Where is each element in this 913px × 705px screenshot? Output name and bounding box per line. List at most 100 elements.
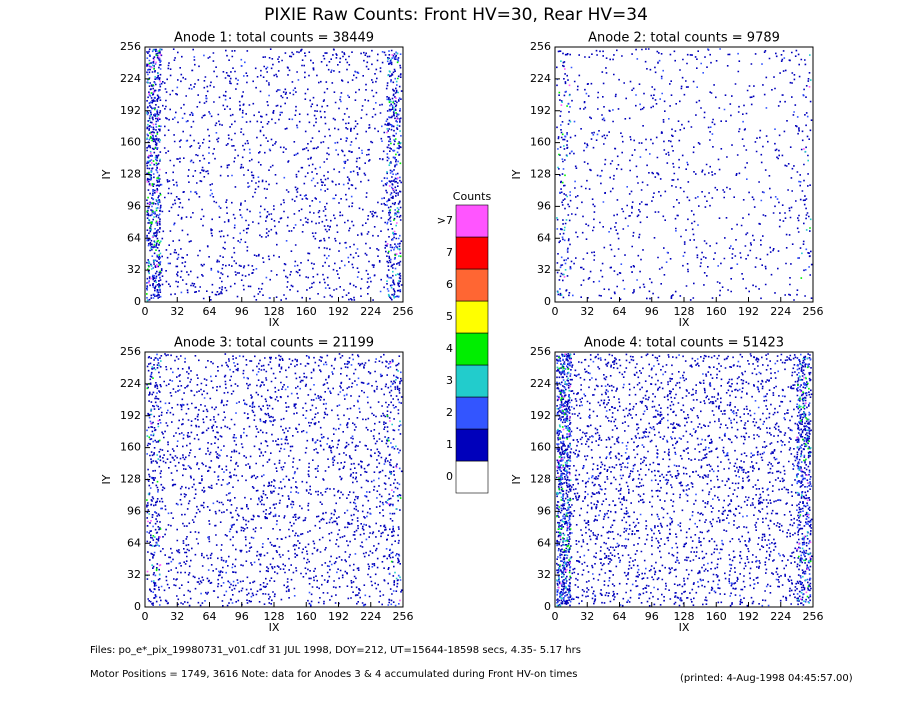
colorbar-swatch bbox=[455, 428, 489, 462]
y-tick-label: 256 bbox=[120, 345, 141, 358]
footer-motor: Motor Positions = 1749, 3616 Note: data … bbox=[90, 669, 577, 680]
x-tick-label: 64 bbox=[203, 610, 217, 623]
y-tick-label: 160 bbox=[530, 136, 551, 149]
x-axis-label: IX bbox=[679, 621, 690, 634]
x-tick-label: 192 bbox=[328, 610, 349, 623]
panel-title: Anode 1: total counts = 38449 bbox=[174, 31, 374, 46]
colorbar-label: 3 bbox=[446, 374, 453, 387]
y-tick-label: 32 bbox=[537, 568, 551, 581]
y-tick-label: 224 bbox=[530, 377, 551, 390]
x-tick-label: 224 bbox=[360, 610, 381, 623]
y-tick-label: 64 bbox=[537, 231, 551, 244]
y-tick-label: 96 bbox=[537, 199, 551, 212]
x-tick-label: 256 bbox=[803, 610, 824, 623]
colorbar-swatch bbox=[455, 332, 489, 366]
plot-frame bbox=[554, 351, 814, 608]
y-tick-label: 192 bbox=[530, 104, 551, 117]
x-tick-label: 192 bbox=[738, 610, 759, 623]
y-tick-label: 0 bbox=[134, 600, 141, 613]
footer-files: Files: po_e*_pix_19980731_v01.cdf 31 JUL… bbox=[90, 645, 581, 656]
x-tick-label: 224 bbox=[770, 305, 791, 318]
counts-texture bbox=[146, 353, 403, 607]
counts-texture bbox=[146, 48, 402, 302]
y-tick-label: 128 bbox=[530, 168, 551, 181]
y-tick-label: 160 bbox=[120, 136, 141, 149]
x-tick-label: 64 bbox=[203, 305, 217, 318]
x-tick-label: 160 bbox=[296, 610, 317, 623]
x-tick-label: 256 bbox=[393, 305, 414, 318]
y-tick-label: 32 bbox=[537, 263, 551, 276]
y-tick-label: 96 bbox=[127, 199, 141, 212]
x-tick-label: 160 bbox=[706, 610, 727, 623]
counts-texture bbox=[556, 48, 813, 301]
x-tick-label: 160 bbox=[706, 305, 727, 318]
y-tick-label: 128 bbox=[120, 168, 141, 181]
y-tick-label: 224 bbox=[530, 72, 551, 85]
y-axis-label: IY bbox=[100, 169, 113, 179]
x-tick-label: 96 bbox=[645, 610, 659, 623]
colorbar-title: Counts bbox=[453, 190, 492, 203]
counts-texture bbox=[146, 50, 402, 299]
x-tick-label: 32 bbox=[170, 610, 184, 623]
x-tick-label: 64 bbox=[613, 610, 627, 623]
x-tick-label: 224 bbox=[770, 610, 791, 623]
y-tick-label: 256 bbox=[120, 40, 141, 53]
x-axis-label: IX bbox=[679, 316, 690, 329]
x-axis-label: IX bbox=[269, 621, 280, 634]
y-axis-label: IY bbox=[510, 169, 523, 179]
y-tick-label: 256 bbox=[530, 345, 551, 358]
colorbar-swatch bbox=[455, 268, 489, 302]
y-tick-label: 160 bbox=[530, 441, 551, 454]
x-tick-label: 96 bbox=[235, 610, 249, 623]
x-tick-label: 32 bbox=[580, 610, 594, 623]
x-tick-label: 0 bbox=[142, 305, 149, 318]
x-tick-label: 128 bbox=[674, 610, 695, 623]
x-tick-label: 0 bbox=[552, 610, 559, 623]
x-tick-label: 256 bbox=[393, 610, 414, 623]
x-tick-label: 128 bbox=[264, 610, 285, 623]
y-tick-label: 64 bbox=[127, 536, 141, 549]
colorbar-label: 7 bbox=[446, 246, 453, 259]
y-tick-label: 224 bbox=[120, 72, 141, 85]
panel-title: Anode 2: total counts = 9789 bbox=[588, 31, 780, 46]
colorbar-label: 2 bbox=[446, 406, 453, 419]
x-tick-label: 160 bbox=[296, 305, 317, 318]
colorbar-label: 0 bbox=[446, 470, 453, 483]
counts-texture bbox=[556, 48, 810, 297]
plot-frame bbox=[554, 46, 814, 303]
colorbar-label: 1 bbox=[446, 438, 453, 451]
y-axis-label: IY bbox=[510, 474, 523, 484]
x-tick-label: 0 bbox=[552, 305, 559, 318]
plot-frame bbox=[144, 46, 404, 303]
footer-printed: (printed: 4-Aug-1998 04:45:57.00) bbox=[680, 673, 853, 684]
y-tick-label: 256 bbox=[530, 40, 551, 53]
y-tick-label: 64 bbox=[537, 536, 551, 549]
page-title: PIXIE Raw Counts: Front HV=30, Rear HV=3… bbox=[264, 5, 648, 25]
y-tick-label: 64 bbox=[127, 231, 141, 244]
colorbar-label: 6 bbox=[446, 278, 453, 291]
y-tick-label: 192 bbox=[120, 104, 141, 117]
y-tick-label: 0 bbox=[544, 600, 551, 613]
counts-texture bbox=[556, 353, 813, 607]
x-tick-label: 32 bbox=[170, 305, 184, 318]
colorbar-label: 4 bbox=[446, 342, 453, 355]
counts-texture bbox=[556, 353, 812, 607]
counts-texture bbox=[146, 377, 402, 572]
x-axis-label: IX bbox=[269, 316, 280, 329]
y-axis-label: IY bbox=[100, 474, 113, 484]
x-tick-label: 32 bbox=[580, 305, 594, 318]
y-tick-label: 128 bbox=[530, 473, 551, 486]
x-tick-label: 224 bbox=[360, 305, 381, 318]
colorbar-swatch bbox=[455, 300, 489, 334]
panel-title: Anode 3: total counts = 21199 bbox=[174, 336, 374, 351]
y-tick-label: 0 bbox=[544, 295, 551, 308]
x-tick-label: 0 bbox=[142, 610, 149, 623]
x-tick-label: 128 bbox=[264, 305, 285, 318]
y-tick-label: 32 bbox=[127, 568, 141, 581]
colorbar-swatch bbox=[455, 236, 489, 270]
y-tick-label: 224 bbox=[120, 377, 141, 390]
y-tick-label: 96 bbox=[537, 504, 551, 517]
y-tick-label: 192 bbox=[530, 409, 551, 422]
